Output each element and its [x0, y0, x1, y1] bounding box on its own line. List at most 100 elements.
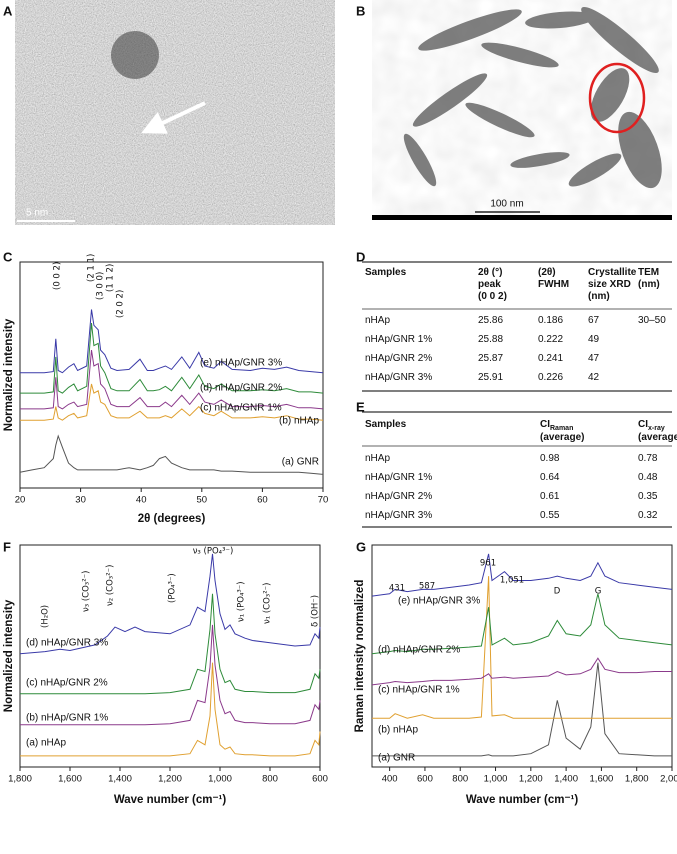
table-cell: 0.35	[638, 491, 658, 502]
table-cell: 0.241	[538, 353, 564, 364]
table-cell: 47	[588, 353, 600, 364]
table-cell: nHAp	[365, 315, 391, 326]
spectrum-line	[372, 662, 672, 757]
series-label: (b) nHAp	[378, 725, 418, 736]
series-label: (c) nHAp/GNR 1%	[200, 403, 282, 414]
table-cell: 0.226	[538, 372, 564, 383]
table-header: CIx-ray	[638, 419, 665, 435]
x-tick-label: 40	[136, 495, 147, 506]
table-header: size XRD	[588, 279, 631, 290]
x-tick-label: 400	[382, 774, 398, 785]
spectrum-line	[20, 383, 324, 421]
table-cell: 0.64	[540, 472, 560, 483]
table-cell: 0.222	[538, 334, 564, 345]
peak-annotation: (1 1 2)	[106, 264, 116, 292]
table-header: (average)	[540, 432, 585, 443]
table-header: CIRaman	[540, 419, 573, 435]
table-cell: nHAp/GNR 2%	[365, 353, 433, 364]
table-header: peak	[478, 279, 501, 290]
x-tick-label: 20	[15, 495, 26, 506]
spectrum-line	[20, 350, 324, 410]
table-cell: nHAp/GNR 3%	[365, 372, 433, 383]
series-label: (a) GNR	[282, 457, 319, 468]
table-header: (0 0 2)	[478, 291, 507, 302]
series-label: (d) nHAp/GNR 2%	[378, 645, 460, 656]
series-label: (e) nHAp/GNR 3%	[398, 596, 480, 607]
scale-label: 100 nm	[490, 199, 523, 210]
table-header: (nm)	[638, 279, 660, 290]
table-header: (2θ)	[538, 267, 556, 278]
table-cell: 0.61	[540, 491, 560, 502]
series-label: (d) nHAp/GNR 2%	[200, 383, 282, 394]
table-header: FWHM	[538, 279, 570, 290]
x-tick-label: 1,600	[58, 774, 82, 785]
peak-annotation: 587	[419, 582, 435, 592]
series-label: (e) nHAp/GNR 3%	[200, 358, 282, 369]
peak-annotation: ν₁ (CO₃²⁻)	[263, 583, 273, 624]
x-tick-label: 800	[452, 774, 468, 785]
x-tick-label: 800	[262, 774, 278, 785]
table-cell: 0.55	[540, 510, 560, 521]
peak-annotation: ν₃ (CO₃²⁻)	[82, 571, 92, 612]
table-cell: 0.78	[638, 453, 658, 464]
x-tick-label: 1,000	[484, 774, 508, 785]
spectrum-line	[19, 434, 324, 475]
peak-annotation: 961	[480, 559, 496, 569]
x-tick-label: 2,000	[660, 774, 677, 785]
table-cell: 25.86	[478, 315, 504, 326]
table-cell: nHAp/GNR 1%	[365, 472, 433, 483]
spectrum-line	[371, 657, 672, 686]
table-cell: 25.87	[478, 353, 504, 364]
table-cell: nHAp/GNR 2%	[365, 491, 433, 502]
tem-image-a	[15, 0, 335, 225]
spectrum-line	[19, 553, 321, 655]
x-axis-title: Wave number (cm⁻¹)	[466, 794, 579, 806]
series-label: (a) nHAp	[26, 738, 66, 749]
x-tick-label: 1,200	[158, 774, 182, 785]
series-label: (d) nHAp/GNR 3%	[26, 638, 108, 649]
table-header: Samples	[365, 419, 406, 431]
x-axis-title: Wave number (cm⁻¹)	[114, 794, 227, 806]
x-tick-label: 70	[318, 495, 329, 506]
spectrum-line	[20, 309, 324, 374]
x-axis-title: 2θ (degrees)	[138, 513, 206, 525]
arrow	[141, 101, 206, 134]
table-header: 2θ (°)	[478, 267, 503, 278]
plot-frame	[371, 544, 673, 768]
panel-label: F	[3, 539, 11, 554]
series-label: (b) nHAp/GNR 1%	[26, 713, 108, 724]
spectrum-line	[371, 553, 673, 597]
x-tick-label: 1,400	[108, 774, 132, 785]
x-tick-label: 60	[257, 495, 268, 506]
spectrum-line	[20, 593, 321, 695]
table-cell: nHAp/GNR 3%	[365, 510, 433, 521]
header-subscript: x-ray	[648, 425, 665, 432]
nanorods	[403, 6, 662, 189]
panel-label: G	[356, 539, 366, 554]
table-header: (nm)	[588, 291, 610, 302]
peak-annotation: ν₂ (CO₃²⁻)	[106, 565, 116, 606]
panel-label: C	[3, 249, 13, 264]
table-cell: nHAp	[365, 453, 391, 464]
spectrum-line	[371, 593, 673, 655]
peak-annotation: (PO₄³⁻)	[168, 573, 178, 603]
header-text: Samples	[365, 419, 407, 430]
table-cell: 49	[588, 334, 600, 345]
peak-annotation: (0 0 2)	[53, 262, 63, 290]
panel-label: D	[356, 249, 365, 264]
x-tick-label: 600	[312, 774, 328, 785]
particle	[111, 31, 159, 79]
x-tick-label: 600	[417, 774, 433, 785]
panel-label: B	[356, 3, 365, 18]
series-label: (c) nHAp/GNR 2%	[26, 678, 108, 689]
spectrum-line	[372, 576, 672, 719]
peak-annotation: 431	[389, 584, 405, 594]
series-label: (b) nHAp	[279, 416, 319, 427]
table-cell: 42	[588, 372, 600, 383]
series-label: (c) nHAp/GNR 1%	[378, 685, 460, 696]
peak-annotation: ν₃ (PO₄³⁻)	[193, 547, 234, 557]
header-text: CI	[540, 419, 550, 430]
plot-frame	[19, 261, 324, 489]
